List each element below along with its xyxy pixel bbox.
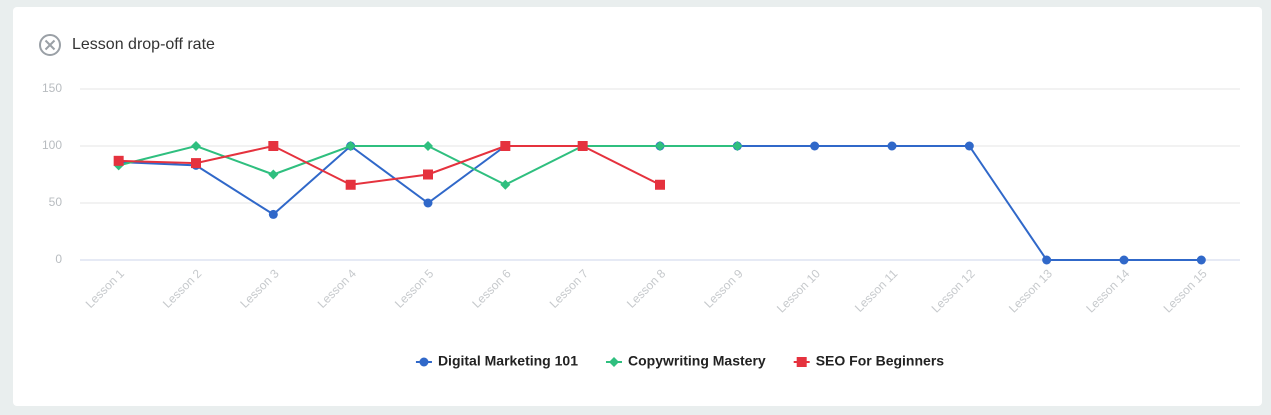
marker — [796, 357, 807, 367]
marker — [423, 169, 433, 180]
y-tick-label: 150 — [42, 81, 62, 95]
marker — [345, 141, 356, 151]
legend-label: Copywriting Mastery — [628, 353, 766, 369]
legend-label: SEO For Beginners — [816, 353, 945, 369]
marker — [500, 179, 511, 190]
marker — [732, 141, 743, 151]
marker — [608, 357, 619, 367]
marker — [1196, 255, 1206, 265]
marker — [655, 179, 665, 190]
close-icon[interactable] — [39, 34, 61, 56]
line — [118, 144, 661, 186]
marker — [887, 141, 897, 151]
marker — [500, 141, 511, 151]
marker — [1042, 255, 1052, 265]
card — [13, 7, 1262, 406]
y-tick-label: 0 — [55, 252, 62, 266]
marker — [577, 141, 588, 151]
marker — [419, 357, 429, 367]
marker — [268, 169, 279, 180]
marker — [191, 158, 201, 169]
marker — [1119, 255, 1129, 265]
marker — [191, 141, 201, 151]
marker — [423, 141, 433, 151]
marker — [113, 155, 124, 166]
marker — [810, 141, 820, 151]
legend-label: Digital Marketing 101 — [438, 353, 578, 369]
legend-item[interactable]: Copywriting Mastery — [605, 353, 766, 369]
marker — [423, 198, 433, 208]
legend-item[interactable]: SEO For Beginners — [793, 353, 945, 369]
y-tick-label: 50 — [49, 195, 63, 209]
marker — [268, 209, 278, 219]
marker — [345, 179, 356, 190]
legend: Digital Marketing 101 Copywriting Mastery… — [415, 353, 945, 369]
marker — [268, 141, 279, 151]
marker — [964, 141, 974, 151]
marker — [655, 141, 665, 151]
chart-title: Lesson drop-off rate — [72, 36, 215, 53]
y-tick-label: 100 — [42, 138, 62, 152]
legend-item[interactable]: Digital Marketing 101 — [415, 353, 578, 369]
